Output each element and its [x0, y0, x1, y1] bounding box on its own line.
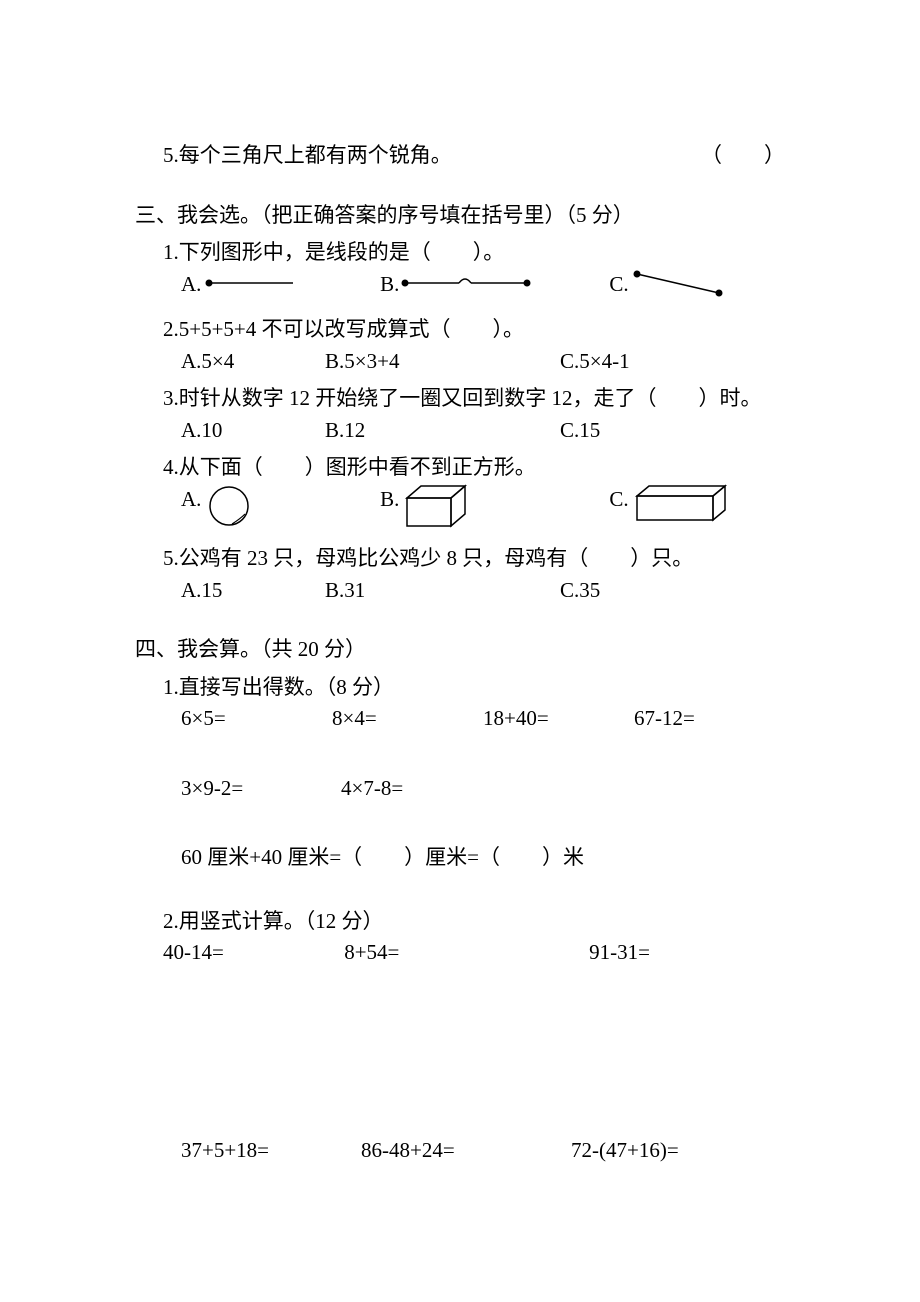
- question-iii-1-options: A. B. C.: [135, 269, 785, 309]
- option-c: C.5×4-1: [560, 346, 740, 378]
- option-c: C.35: [560, 575, 740, 607]
- question-iii-5: 5.公鸡有 23 只，母鸡比公鸡少 8 只，母鸡有（ ）只。: [135, 543, 785, 575]
- question-iii-4-options: A. B. C.: [135, 484, 785, 538]
- option-a: A.5×4: [135, 346, 325, 378]
- calc-item: 18+40=: [483, 703, 634, 735]
- calc-item: 8×4=: [332, 703, 483, 735]
- question-text: 5.每个三角尺上都有两个锐角。: [163, 140, 452, 172]
- cuboid-icon: [633, 484, 729, 534]
- calc-item: 4×7-8=: [341, 773, 491, 805]
- line-segment-c-icon: [629, 269, 729, 309]
- calc-item: 8+54=: [344, 937, 589, 969]
- line-segment-a-icon: [201, 269, 301, 301]
- option-c: C.: [609, 269, 785, 309]
- calc-item: 6×5=: [181, 703, 332, 735]
- question-iii-4: 4.从下面（ ）图形中看不到正方形。: [135, 452, 785, 484]
- option-label: A.: [181, 484, 201, 516]
- option-label: B.: [380, 269, 399, 301]
- section-iv-title: 四、我会算。（共 20 分）: [135, 634, 785, 666]
- calc-item: 91-31=: [589, 937, 785, 969]
- sphere-icon: [207, 484, 251, 538]
- option-b: B.31: [325, 575, 560, 607]
- calc-row-4: 40-14= 8+54= 91-31=: [135, 937, 785, 969]
- option-b: B.5×3+4: [325, 346, 560, 378]
- calc-item: 40-14=: [163, 937, 344, 969]
- calc-item: 86-48+24=: [361, 1135, 571, 1167]
- option-a: A.10: [135, 415, 325, 447]
- option-a: A.: [135, 269, 380, 309]
- calc-item: 67-12=: [634, 703, 785, 735]
- option-label: C.: [609, 484, 628, 516]
- calc-item: 72-(47+16)=: [571, 1135, 771, 1167]
- question-ii-5: 5.每个三角尺上都有两个锐角。 （ ）: [135, 140, 785, 172]
- question-iii-3-options: A.10 B.12 C.15: [135, 415, 785, 447]
- question-iii-1: 1.下列图形中，是线段的是（ ）。: [135, 237, 785, 269]
- question-iii-2-options: A.5×4 B.5×3+4 C.5×4-1: [135, 346, 785, 378]
- calc-item: 37+5+18=: [181, 1135, 361, 1167]
- calc-row-3: 60 厘米+40 厘米=（ ）厘米=（ ）米: [135, 842, 785, 874]
- option-a: A.15: [135, 575, 325, 607]
- answer-blank: （ ）: [701, 140, 785, 172]
- calc-row-2: 3×9-2= 4×7-8=: [135, 773, 785, 805]
- option-a: A.: [135, 484, 380, 538]
- question-iv-2-title: 2.用竖式计算。（12 分）: [135, 906, 785, 938]
- option-c: C.15: [560, 415, 740, 447]
- option-label: B.: [380, 484, 399, 516]
- option-label: C.: [609, 269, 628, 301]
- question-iv-1-title: 1.直接写出得数。（8 分）: [135, 672, 785, 704]
- option-b: B.12: [325, 415, 560, 447]
- cube-icon: [403, 484, 469, 538]
- section-iii-title: 三、我会选。（把正确答案的序号填在括号里）（5 分）: [135, 200, 785, 232]
- question-iii-2: 2.5+5+5+4 不可以改写成算式（ ）。: [135, 314, 785, 346]
- option-b: B.: [380, 269, 609, 309]
- calc-row-1: 6×5= 8×4= 18+40= 67-12=: [135, 703, 785, 735]
- question-iii-5-options: A.15 B.31 C.35: [135, 575, 785, 607]
- option-label: A.: [181, 269, 201, 301]
- option-b: B.: [380, 484, 609, 538]
- option-c: C.: [609, 484, 785, 534]
- question-iii-3: 3.时针从数字 12 开始绕了一圈又回到数字 12，走了（ ）时。: [135, 383, 785, 415]
- line-segment-b-icon: [399, 269, 535, 301]
- calc-row-5: 37+5+18= 86-48+24= 72-(47+16)=: [135, 1135, 785, 1167]
- calc-item: 3×9-2=: [181, 773, 341, 805]
